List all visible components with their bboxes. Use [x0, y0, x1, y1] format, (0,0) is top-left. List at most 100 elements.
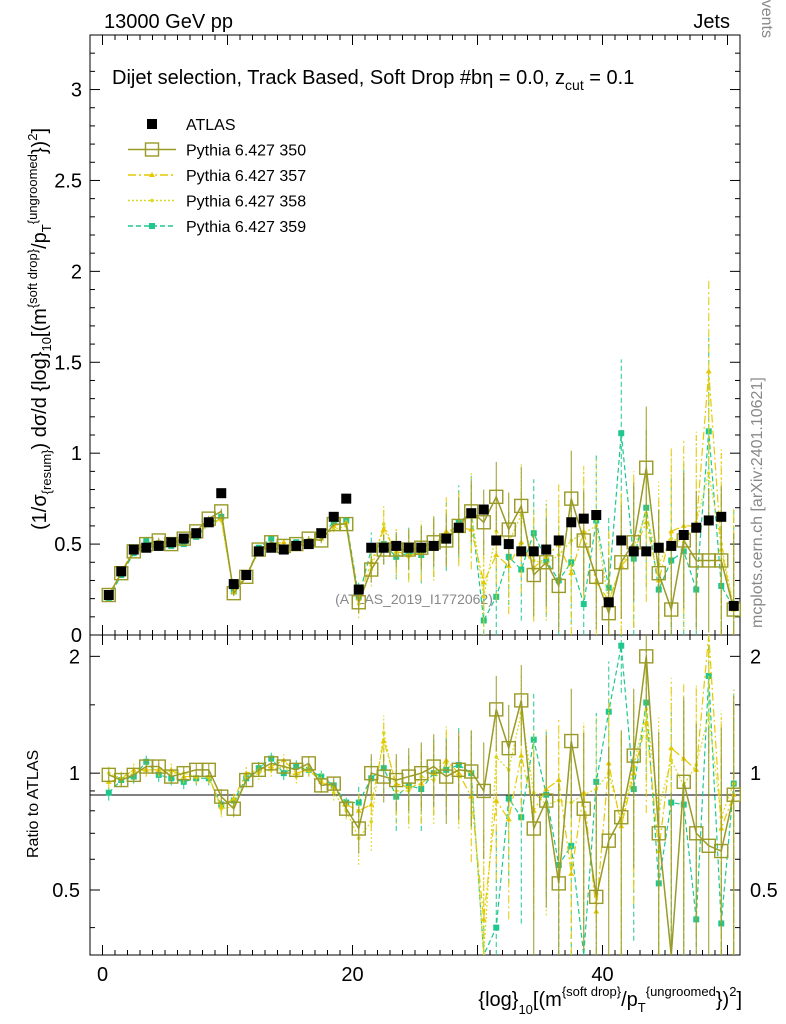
point-atlas — [491, 535, 502, 546]
point-pythia-350 — [564, 491, 579, 506]
mcplots-label: mcplots.cern.ch [arXiv:2401.10621] — [749, 377, 766, 628]
ratio-point-pythia-350 — [239, 772, 254, 788]
ratio-y-tick-label: 2 — [69, 646, 80, 668]
point-atlas — [178, 533, 189, 544]
point-atlas — [616, 535, 627, 546]
point-pythia-350 — [639, 460, 654, 475]
point-atlas — [478, 504, 489, 515]
point-atlas — [728, 600, 739, 611]
point-atlas — [516, 546, 527, 557]
ratio-point-pythia-350 — [151, 759, 166, 774]
series-atlas — [103, 488, 739, 611]
legend-entry: ATLAS — [147, 117, 236, 134]
ratio-point-pythia-358 — [706, 713, 711, 718]
point-atlas — [366, 542, 377, 553]
rivet-label: Rivet 4.1.0, ≥ 300k events — [758, 0, 775, 38]
point-pythia-359 — [143, 537, 150, 544]
ratio-point-pythia-350 — [714, 843, 729, 859]
ratio-point-pythia-350 — [326, 776, 341, 791]
point-pythia-350 — [214, 504, 229, 519]
point-pythia-357 — [493, 552, 500, 557]
ratio-point-pythia-350 — [639, 649, 654, 664]
point-atlas — [128, 544, 139, 555]
legend-marker — [147, 119, 157, 129]
y-tick-label: 2 — [71, 261, 82, 283]
point-atlas — [678, 530, 689, 540]
ratio-y-tick-label-right: 1 — [750, 763, 761, 785]
ratio-point-pythia-350 — [201, 762, 216, 778]
ratio-point-pythia-357 — [505, 816, 512, 822]
point-atlas — [141, 542, 152, 553]
ratio-point-pythia-350 — [464, 764, 479, 779]
x-tick-label: 0 — [97, 964, 108, 986]
chart-title-eta: η = 0.0, z — [482, 67, 565, 89]
legend-label: Pythia 6.427 350 — [186, 143, 306, 160]
point-pythia-358 — [669, 536, 674, 541]
ratio-point-pythia-358 — [369, 819, 374, 824]
ratio-point-pythia-350 — [514, 693, 529, 708]
point-atlas — [328, 511, 339, 522]
point-pythia-359 — [268, 535, 275, 542]
point-pythia-357 — [480, 579, 487, 585]
point-pythia-350 — [351, 595, 366, 610]
ratio-point-pythia-357 — [555, 777, 562, 783]
ratio-point-pythia-359 — [493, 924, 500, 931]
point-atlas — [603, 597, 614, 608]
point-atlas — [691, 522, 702, 533]
header-right-label: Jets — [693, 11, 730, 33]
point-atlas — [278, 544, 289, 555]
point-pythia-350 — [489, 489, 504, 505]
point-atlas — [216, 488, 227, 499]
point-atlas — [291, 540, 302, 551]
ratio-point-pythia-350 — [501, 740, 516, 756]
point-atlas — [316, 528, 327, 539]
point-atlas — [703, 515, 714, 526]
point-pythia-350 — [539, 555, 554, 570]
point-pythia-357 — [380, 526, 387, 532]
point-pythia-350 — [526, 567, 541, 583]
point-atlas — [428, 540, 439, 551]
legend-label: ATLAS — [186, 117, 236, 134]
point-pythia-350 — [614, 555, 629, 570]
point-atlas — [341, 493, 352, 504]
axis-ticks: 0 20 40 0 0.5 1 1.5 2 2.5 3 0.5 0.5 1 1 2 2 — [52, 34, 778, 986]
point-atlas — [528, 546, 539, 557]
point-pythia-350 — [714, 553, 729, 568]
y-tick-label: 2.5 — [54, 170, 82, 192]
ratio-point-pythia-357 — [480, 916, 487, 922]
ratio-point-pythia-350 — [351, 821, 366, 836]
ratio-point-pythia-350 — [339, 801, 354, 816]
point-pythia-357 — [280, 539, 287, 545]
point-atlas — [466, 508, 477, 519]
ratio-point-pythia-357 — [230, 795, 237, 801]
x-axis-label: {log}10[(m{soft drop}/pT{ungroomed})2] — [478, 984, 742, 1017]
legend-label: Pythia 6.427 357 — [186, 168, 306, 185]
ratio-point-pythia-357 — [568, 870, 575, 876]
point-atlas — [166, 537, 177, 548]
y-tick-label: 1.5 — [54, 352, 82, 374]
chart-title-tail: = 0.1 — [584, 67, 635, 89]
point-pythia-350 — [364, 562, 379, 577]
ratio-point-pythia-350 — [476, 783, 491, 799]
legend-marker — [150, 198, 154, 203]
point-atlas — [391, 540, 402, 551]
legend-marker — [149, 172, 155, 177]
point-atlas — [116, 566, 127, 577]
point-atlas — [403, 542, 414, 553]
point-atlas — [441, 533, 452, 544]
y-axis-label: (1/σ{resum}) dσ/d {log}10[(m{soft drop}/… — [25, 128, 54, 530]
point-pythia-357 — [705, 368, 712, 374]
ratio-y-tick-label-right: 0.5 — [750, 880, 778, 902]
y-tick-label: 1 — [71, 443, 82, 465]
point-pythia-350 — [576, 533, 591, 548]
point-atlas — [641, 546, 652, 557]
point-pythia-359 — [618, 430, 625, 437]
ratio-point-pythia-359 — [530, 736, 537, 743]
point-atlas — [228, 579, 239, 590]
point-atlas — [416, 542, 427, 553]
ratio-point-pythia-350 — [426, 759, 441, 774]
ratio-point-pythia-350 — [601, 833, 616, 848]
point-atlas — [266, 542, 277, 553]
ratio-point-pythia-350 — [689, 826, 704, 841]
point-atlas — [203, 517, 214, 528]
